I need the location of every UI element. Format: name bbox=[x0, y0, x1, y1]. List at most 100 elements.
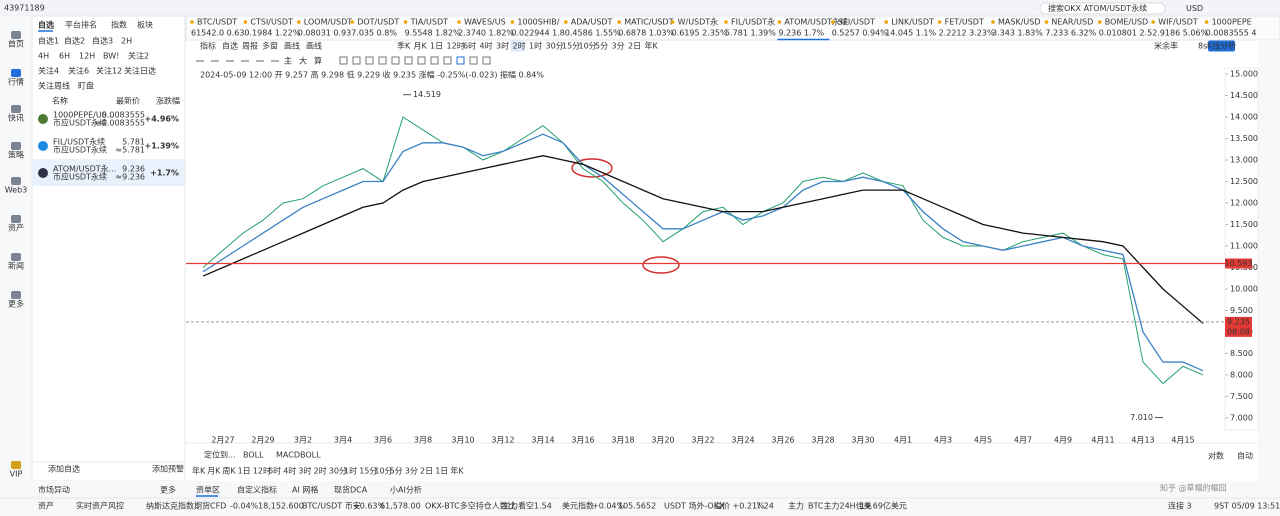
group-tab[interactable]: 关注12 bbox=[96, 66, 122, 76]
ticker-quote[interactable]: 7.035 0.8% bbox=[351, 29, 397, 38]
timeframe[interactable]: 2时 bbox=[513, 41, 526, 51]
ticker-quote[interactable]: 5.781 1.39% bbox=[725, 29, 776, 38]
timeframe[interactable]: 年K bbox=[450, 466, 464, 476]
group-tab[interactable]: BW! bbox=[103, 52, 119, 61]
ticker-quote[interactable]: 9.236 1.7% bbox=[778, 29, 824, 38]
ticker-quote[interactable]: 14.045 1.1% bbox=[885, 29, 936, 38]
nav-icon[interactable] bbox=[11, 215, 21, 223]
timeframe[interactable]: 季K bbox=[397, 41, 411, 51]
timeframe[interactable]: 2时 bbox=[314, 466, 327, 476]
timeframe[interactable]: 6时 bbox=[268, 466, 281, 476]
ticker-name[interactable]: CTSI/USDT bbox=[250, 18, 293, 27]
nav-icon[interactable] bbox=[11, 291, 21, 299]
ticker-quote[interactable]: 0.022944 1.8 bbox=[511, 29, 564, 38]
nav-icon[interactable] bbox=[11, 461, 21, 469]
draw-tool-label[interactable]: 大 bbox=[299, 56, 307, 66]
ticker-quote[interactable]: 0.08031 0.93 bbox=[298, 29, 351, 38]
timeframe[interactable]: 1时 bbox=[529, 41, 542, 51]
ticker-name[interactable]: 1000PEPE bbox=[1212, 18, 1252, 27]
currency-select[interactable]: USD bbox=[1186, 4, 1203, 13]
group-tab[interactable]: 自选1 bbox=[38, 36, 59, 46]
draw-tool[interactable] bbox=[417, 56, 426, 65]
ticker-name[interactable]: NEAR/USD bbox=[1051, 18, 1093, 27]
ticker-name[interactable]: LOOM/USDT bbox=[304, 18, 352, 27]
nav-icon[interactable] bbox=[11, 142, 21, 150]
ticker-name[interactable]: MATIC/USDT bbox=[624, 18, 673, 27]
group-tab[interactable]: 盯盘 bbox=[78, 81, 94, 91]
indicator-tab[interactable]: 定位到... bbox=[204, 450, 236, 460]
timeframe[interactable]: 6时 bbox=[463, 41, 476, 51]
draw-tool[interactable] bbox=[352, 56, 361, 65]
indicator-tab[interactable]: MACD bbox=[276, 451, 300, 460]
ticker-quote[interactable]: 0.1984 1.22% bbox=[244, 29, 300, 38]
ticker-quote[interactable]: 0.5257 0.94% bbox=[832, 29, 888, 38]
ticker-name[interactable]: ADA/USDT bbox=[571, 18, 613, 27]
timeframe[interactable]: 4时 bbox=[480, 41, 493, 51]
ticker-quote[interactable]: 0.6195 2.35% bbox=[672, 29, 728, 38]
nav-item[interactable]: 策略 bbox=[8, 150, 24, 160]
timeframe[interactable]: 1日 bbox=[238, 467, 251, 476]
draw-tool[interactable] bbox=[443, 56, 452, 65]
timeframe[interactable]: 12时 bbox=[253, 466, 271, 476]
draw-tool[interactable] bbox=[378, 56, 387, 65]
nav-icon[interactable] bbox=[11, 31, 21, 39]
draw-tool[interactable] bbox=[365, 56, 374, 65]
nav-item[interactable]: VIP bbox=[10, 470, 23, 479]
ticker-quote[interactable]: 2.3740 1.82% bbox=[458, 29, 514, 38]
ticker-name[interactable]: BOME/USD bbox=[1105, 18, 1148, 27]
search-input[interactable]: 搜索OKX ATOM/USDT永续 bbox=[1048, 3, 1147, 13]
draw-tool[interactable] bbox=[430, 56, 439, 65]
ticker-name[interactable]: FIL/USDT永 bbox=[731, 17, 775, 27]
group-tab[interactable]: 关注4 bbox=[38, 66, 59, 76]
ticker-name[interactable]: BTC/USDT bbox=[197, 18, 237, 27]
toolbar-button[interactable]: 指标 bbox=[200, 41, 216, 51]
draw-tool[interactable] bbox=[482, 56, 491, 65]
symbol-name[interactable]: FIL/USDT永续 bbox=[53, 137, 105, 147]
nav-item[interactable]: 快讯 bbox=[8, 113, 24, 123]
ticker-quote[interactable]: 0.4586 1.55% bbox=[565, 29, 621, 38]
ticker-quote[interactable]: 3.343 1.83% bbox=[992, 29, 1043, 38]
timeframe[interactable]: 30分 bbox=[546, 42, 564, 51]
group-tab[interactable]: 2H bbox=[121, 37, 132, 46]
nav-item[interactable]: 新闻 bbox=[8, 261, 24, 271]
rate-select[interactable]: 米余率 bbox=[1154, 41, 1178, 51]
timeframe[interactable]: 5分 bbox=[390, 467, 403, 476]
nav-icon[interactable] bbox=[11, 177, 21, 185]
nav-item[interactable]: 更多 bbox=[8, 299, 24, 309]
ticker-quote[interactable]: 0.6878 1.03% bbox=[618, 29, 674, 38]
timeframe[interactable]: 周K bbox=[222, 467, 236, 476]
group-tab[interactable]: 自选3 bbox=[92, 36, 113, 46]
more-link[interactable]: 更多 bbox=[160, 485, 176, 495]
indicator-tab[interactable]: BOLL bbox=[243, 451, 264, 460]
search-box[interactable] bbox=[1039, 2, 1166, 15]
panel-tab[interactable]: AI 网格 bbox=[292, 485, 318, 495]
ticker-name[interactable]: WIF/USDT bbox=[1158, 18, 1198, 27]
watchlist-tab[interactable]: 平台排名 bbox=[65, 20, 97, 30]
group-tab[interactable]: 12H bbox=[79, 52, 95, 61]
timeframe[interactable]: 月K bbox=[207, 467, 221, 476]
ticker-name[interactable]: WAVES/US bbox=[464, 18, 506, 27]
timeframe[interactable]: 1时 bbox=[344, 466, 357, 476]
group-tab[interactable]: 关注周线 bbox=[38, 81, 70, 91]
timeframe[interactable]: 1日 bbox=[430, 42, 443, 51]
timeframe[interactable]: 3分 bbox=[405, 467, 418, 476]
draw-tool[interactable] bbox=[469, 56, 478, 65]
timeframe[interactable]: 2日 bbox=[628, 42, 641, 51]
ticker-quote[interactable]: 0.0083555 4 bbox=[1206, 29, 1257, 38]
nav-item[interactable]: 行情 bbox=[8, 77, 24, 87]
group-tab[interactable]: 4H bbox=[38, 52, 49, 61]
toolbar-button[interactable]: 画线 bbox=[306, 41, 322, 51]
toolbar-button[interactable]: 周报 bbox=[242, 41, 258, 51]
timeframe[interactable]: 4时 bbox=[283, 466, 296, 476]
timeframe[interactable]: 10分 bbox=[579, 42, 597, 51]
group-tab[interactable]: 关注2 bbox=[128, 51, 149, 61]
ticker-name[interactable]: ATOM/USDT永续 bbox=[784, 17, 848, 27]
draw-tool[interactable] bbox=[339, 56, 348, 65]
toolbar-button[interactable]: 多窗 bbox=[262, 41, 278, 51]
ticker-quote[interactable]: 2.9186 5.06% bbox=[1152, 29, 1208, 38]
watchlist-tab[interactable]: 指数 bbox=[111, 20, 127, 30]
ticker-name[interactable]: SEI/USDT bbox=[838, 18, 875, 27]
timeframe[interactable]: 5分 bbox=[595, 42, 608, 51]
nav-item[interactable]: Web3 bbox=[5, 186, 28, 195]
ticker-name[interactable]: FET/USDT bbox=[945, 18, 984, 27]
